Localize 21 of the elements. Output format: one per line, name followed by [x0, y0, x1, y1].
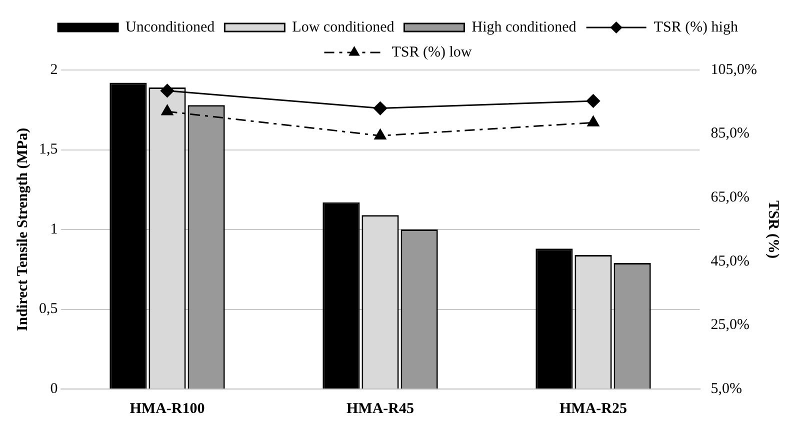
y2-tick-label: 45,0%	[710, 253, 750, 270]
legend-label: TSR (%) high	[654, 19, 738, 36]
y-tick-label: 1	[50, 221, 58, 238]
legend-label: Unconditioned	[126, 19, 216, 36]
y-tick-label: 2	[50, 62, 58, 78]
y2-tick-label: 65,0%	[710, 190, 750, 206]
x-tick-label: HMA-R25	[560, 400, 628, 417]
y-tick-label: 0	[50, 380, 58, 397]
legend-label: Low conditioned	[292, 19, 395, 36]
y2-axis-title: TSR (%)	[765, 200, 782, 258]
x-tick-label: HMA-R45	[346, 400, 414, 417]
y2-tick-label: 5,0%	[710, 380, 742, 397]
y2-tick-label: 105,0%	[710, 62, 758, 78]
y-tick-label: 1,5	[39, 142, 58, 158]
legend-label: TSR (%) low	[392, 44, 472, 60]
y-axis-title: Indirect Tensile Strength (MPa)	[14, 128, 31, 332]
legend-label: High conditioned	[472, 19, 577, 36]
y-tick-label: 0,5	[39, 301, 58, 318]
y2-tick-label: 85,0%	[710, 126, 750, 142]
x-tick-label: HMA-R100	[130, 400, 205, 417]
y2-tick-label: 25,0%	[710, 317, 750, 334]
